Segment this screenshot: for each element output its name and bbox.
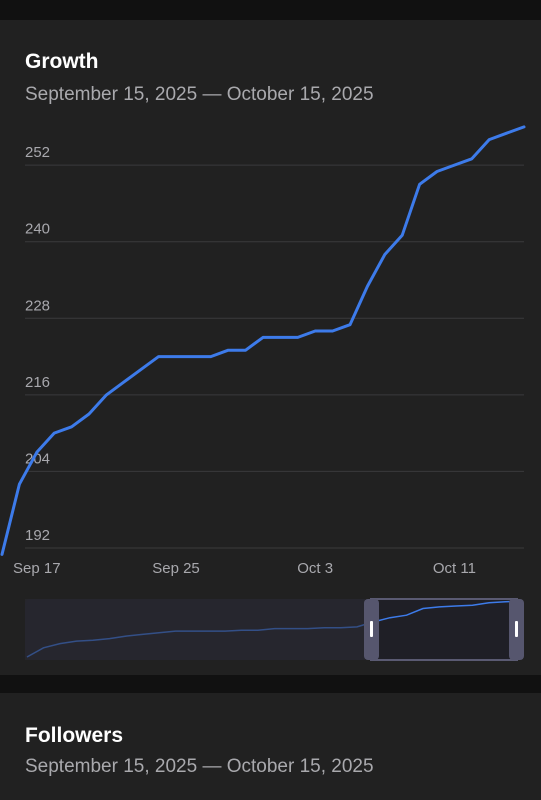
y-tick-label: 240 [25,221,50,238]
growth-subtitle: September 15, 2025 — October 15, 2025 [25,84,374,105]
growth-card: Growth September 15, 2025 — October 15, … [0,20,541,675]
x-tick-label: Sep 17 [13,560,61,577]
followers-card: Followers September 15, 2025 — October 1… [0,693,541,800]
y-tick-label: 216 [25,374,50,391]
x-tick-label: Oct 3 [297,560,333,577]
x-tick-label: Sep 25 [152,560,200,577]
y-tick-label: 192 [25,527,50,544]
followers-title: Followers [25,724,124,747]
growth-series-line [0,125,526,556]
y-tick-label: 252 [25,144,50,161]
x-tick-label: Oct 11 [433,560,476,577]
navigator-left-grip [370,621,373,637]
y-tick-label: 228 [25,297,50,314]
range-navigator[interactable] [25,598,524,661]
followers-subtitle: September 15, 2025 — October 15, 2025 [25,756,374,777]
growth-title: Growth [25,50,99,73]
navigator-unselected-shade [25,599,365,660]
navigator-right-grip [515,621,518,637]
